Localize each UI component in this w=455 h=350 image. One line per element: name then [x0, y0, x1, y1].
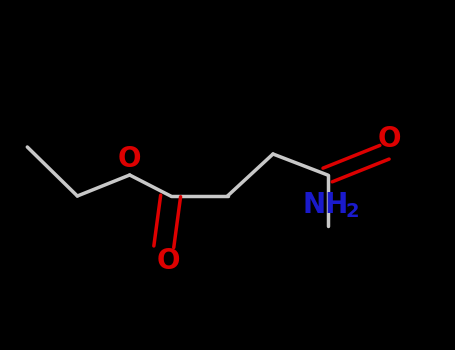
Text: 2: 2 — [346, 202, 359, 220]
Text: O: O — [377, 125, 401, 153]
Text: NH: NH — [302, 191, 349, 219]
Text: O: O — [118, 145, 142, 173]
Text: O: O — [157, 247, 180, 275]
